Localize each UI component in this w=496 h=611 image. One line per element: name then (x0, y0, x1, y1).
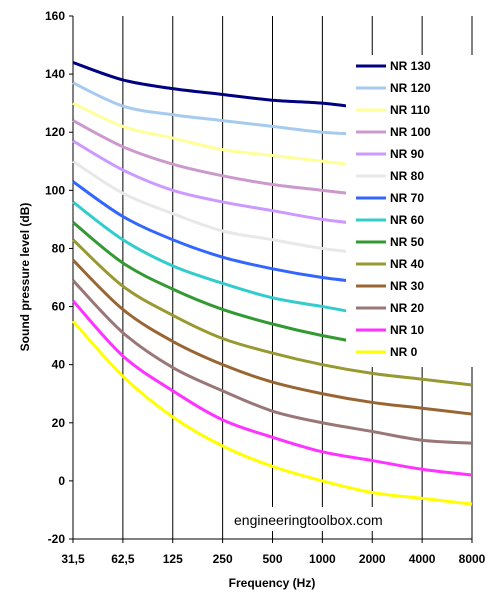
watermark: engineeringtoolbox.com (234, 512, 383, 528)
legend-label-nr-80: NR 80 (390, 169, 424, 183)
y-tick-label: 40 (52, 358, 66, 372)
x-tick-label: 2000 (359, 552, 386, 566)
x-tick-label: 500 (262, 552, 282, 566)
legend-label-nr-120: NR 120 (390, 81, 431, 95)
legend-label-nr-10: NR 10 (390, 323, 424, 337)
legend-label-nr-20: NR 20 (390, 301, 424, 315)
x-tick-label: 250 (213, 552, 233, 566)
y-tick-label: 20 (52, 416, 66, 430)
legend-label-nr-90: NR 90 (390, 147, 424, 161)
y-tick-label: 160 (45, 9, 65, 23)
y-tick-label: 80 (52, 241, 66, 255)
series-line-nr-10 (71, 299, 473, 477)
watermark-box (230, 507, 412, 531)
legend-label-nr-0: NR 0 (390, 345, 418, 359)
series-line-nr-0 (71, 320, 473, 506)
legend-label-nr-100: NR 100 (390, 125, 431, 139)
y-tick-label: 140 (45, 67, 65, 81)
y-tick-label: 100 (45, 183, 65, 197)
x-tick-label: 4000 (409, 552, 436, 566)
y-tick-label: -20 (48, 532, 66, 546)
y-tick-label: 120 (45, 125, 65, 139)
x-tick-label: 125 (163, 552, 183, 566)
x-tick-label: 1000 (309, 552, 336, 566)
series-line-nr-40 (71, 238, 473, 387)
x-tick-label: 31,5 (61, 552, 85, 566)
series-line-nr-20 (71, 279, 473, 445)
legend-label-nr-110: NR 110 (390, 103, 430, 117)
legend-label-nr-50: NR 50 (390, 235, 424, 249)
x-tick-label: 62,5 (111, 552, 135, 566)
x-axis-title: Frequency (Hz) (229, 576, 316, 590)
y-axis-title: Sound pressure level (dB) (18, 203, 32, 352)
tick-labels: -20 0 20 40 60 80 100 120 140 160 31,5 62,5 125 250 50… (45, 9, 486, 566)
legend-label-nr-130: NR 130 (390, 59, 431, 73)
series-line-nr-30 (71, 259, 473, 416)
legend-label-nr-30: NR 30 (390, 279, 424, 293)
y-tick-label: 60 (52, 300, 66, 314)
y-tick-label: 0 (58, 474, 65, 488)
legend-box (346, 55, 476, 367)
legend-label-nr-70: NR 70 (390, 191, 424, 205)
x-tick-label: 8000 (459, 552, 486, 566)
legend: NR 130 NR 120 NR 110 NR 100 NR 90 NR 80 NR 70 N… (356, 59, 431, 359)
legend-label-nr-60: NR 60 (390, 213, 424, 227)
legend-label-nr-40: NR 40 (390, 257, 424, 271)
